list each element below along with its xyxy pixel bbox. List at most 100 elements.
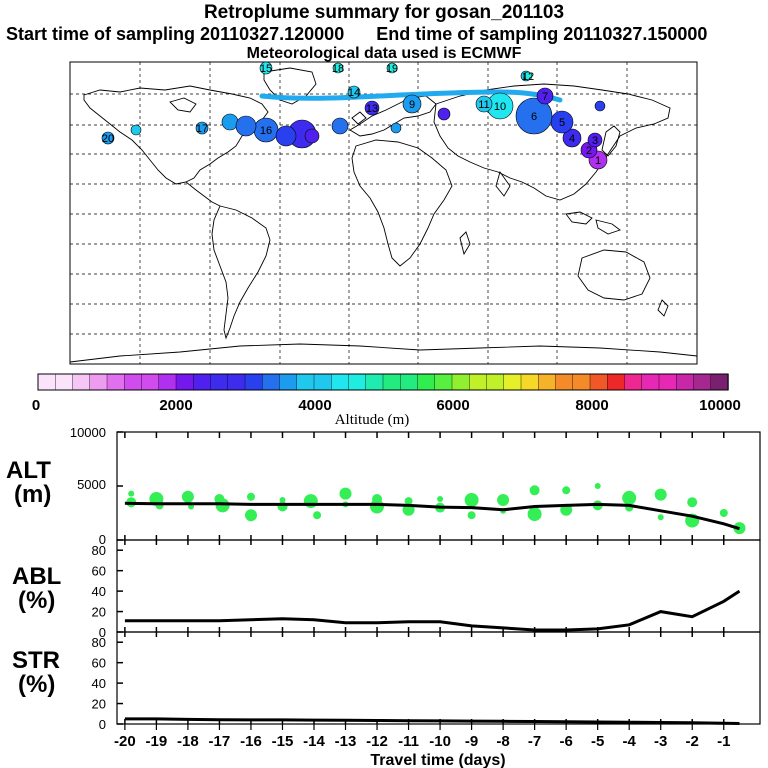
met-data-note: Meteorological data used is ECMWF bbox=[246, 45, 522, 62]
plume-bubble-label: 6 bbox=[531, 111, 537, 123]
plume-bubble-label: 18 bbox=[332, 63, 344, 75]
colorbar-cell bbox=[72, 373, 91, 391]
plume-bubble-label: 10 bbox=[494, 101, 506, 113]
plume-bubble bbox=[536, 87, 554, 105]
colorbar-cell bbox=[141, 373, 160, 391]
plume-bubble-label: 4 bbox=[569, 133, 575, 145]
colorbar-cell bbox=[365, 373, 384, 391]
x-axis-tick-label: -3 bbox=[654, 733, 667, 750]
str-yunit: (%) bbox=[18, 671, 55, 698]
alt-point bbox=[339, 487, 352, 500]
x-axis-tick-label: -6 bbox=[560, 733, 573, 750]
colorbar-cell bbox=[244, 373, 263, 391]
map-gridlines bbox=[70, 62, 697, 364]
abl-panel: ABL (%) 80 60 40 20 0 bbox=[12, 539, 761, 640]
x-axis-tick-label: -16 bbox=[240, 733, 262, 750]
chart-title: Retroplume summary for gosan_201103 bbox=[203, 2, 565, 23]
alt-tick-marks bbox=[117, 431, 725, 541]
x-axis-tick-label: -11 bbox=[398, 733, 419, 750]
colorbar-cell bbox=[124, 373, 143, 391]
str-ytick: 80 bbox=[92, 635, 106, 650]
abl-yunit: (%) bbox=[18, 587, 55, 614]
x-axis-tick-label: -20 bbox=[114, 733, 136, 750]
x-axis-tick-label: -14 bbox=[303, 733, 325, 750]
colorbar-cell bbox=[710, 373, 729, 391]
colorbar-cell bbox=[589, 373, 608, 391]
world-map: 1234567891011121314151617181920 bbox=[69, 61, 698, 365]
colorbar-cell bbox=[451, 373, 470, 391]
plume-bubble bbox=[402, 94, 422, 114]
alt-point bbox=[687, 497, 698, 508]
plume-bubble bbox=[386, 62, 398, 74]
plume-bubble-label: 14 bbox=[348, 87, 360, 99]
end-time: 20110327.150000 bbox=[563, 24, 708, 44]
sampling-times: Start time of sampling 20110327.120000 E… bbox=[6, 24, 768, 45]
colorbar-cell bbox=[624, 373, 643, 391]
plume-bubble-label: 3 bbox=[592, 135, 598, 147]
colorbar-cell bbox=[158, 373, 177, 391]
abl-frame bbox=[116, 539, 761, 633]
colorbar-tick: 0 bbox=[32, 397, 40, 414]
alt-point bbox=[529, 485, 540, 496]
x-axis-tick-label: -9 bbox=[465, 733, 478, 750]
alt-point bbox=[657, 514, 664, 521]
colorbar-cell bbox=[106, 373, 125, 391]
str-tick-marks bbox=[117, 632, 725, 725]
plume-bubble-label: 12 bbox=[522, 71, 534, 83]
alt-ytick: 5000 bbox=[77, 477, 106, 492]
x-axis-tick-label: -12 bbox=[366, 733, 388, 750]
plume-bubble-label: 2 bbox=[586, 145, 592, 157]
plume-bubble bbox=[275, 125, 297, 147]
abl-yticks: 80 60 40 20 0 bbox=[92, 543, 106, 640]
plume-bubble bbox=[195, 121, 209, 135]
plume-bubble-label: 20 bbox=[102, 133, 114, 145]
end-label: End time of sampling bbox=[376, 24, 559, 44]
plume-bubble-label: 11 bbox=[478, 99, 489, 111]
alt-point bbox=[128, 490, 135, 497]
x-axis-tick-label: -15 bbox=[272, 733, 294, 750]
start-label: Start time of sampling bbox=[6, 24, 196, 44]
colorbar-tick-labels: 0 2000 4000 6000 8000 10000 bbox=[32, 397, 741, 414]
alt-point bbox=[181, 490, 194, 503]
alt-point bbox=[594, 483, 601, 489]
colorbar-cell bbox=[607, 373, 626, 391]
alt-point bbox=[303, 494, 318, 509]
colorbar-cell bbox=[469, 373, 488, 391]
colorbar-cell bbox=[227, 373, 246, 391]
colorbar-cell bbox=[658, 373, 677, 391]
colorbar-cell bbox=[538, 373, 557, 391]
str-yticks: 80 60 40 20 0 bbox=[92, 635, 106, 732]
abl-ytick: 0 bbox=[99, 625, 106, 640]
x-axis-tick-label: -7 bbox=[528, 733, 541, 750]
abl-ytick: 20 bbox=[92, 605, 106, 620]
x-axis-tick-label: -1 bbox=[717, 733, 730, 750]
plume-bubble bbox=[562, 128, 582, 148]
colorbar-cell bbox=[37, 373, 56, 391]
plume-bubble bbox=[331, 117, 349, 135]
colorbar-tick: 6000 bbox=[436, 397, 469, 414]
plume-bubble bbox=[221, 113, 239, 131]
x-axis-tick-label: -19 bbox=[146, 733, 168, 750]
colorbar-cell bbox=[193, 373, 212, 391]
alt-median-line bbox=[124, 501, 740, 531]
plume-bubble-label: 15 bbox=[260, 63, 272, 75]
plume-bubble bbox=[347, 85, 361, 99]
colorbar-cell bbox=[331, 373, 350, 391]
colorbar-cells bbox=[37, 373, 729, 391]
colorbar-cell bbox=[572, 373, 591, 391]
colorbar-cell bbox=[382, 373, 401, 391]
alt-point bbox=[527, 507, 542, 522]
alt-point bbox=[279, 497, 286, 503]
abl-ylabel: ABL bbox=[12, 563, 61, 590]
alt-point bbox=[497, 494, 510, 506]
colorbar-cell bbox=[400, 373, 419, 391]
x-axis-tick-label: -13 bbox=[335, 733, 357, 750]
plume-bubble-label: 9 bbox=[409, 99, 415, 111]
x-axis-tick-label: -10 bbox=[429, 733, 451, 750]
abl-ytick: 80 bbox=[92, 543, 106, 558]
alt-point bbox=[404, 497, 413, 506]
colorbar-cell bbox=[503, 373, 522, 391]
alt-point bbox=[313, 511, 322, 520]
colorbar-tick: 2000 bbox=[159, 397, 192, 414]
